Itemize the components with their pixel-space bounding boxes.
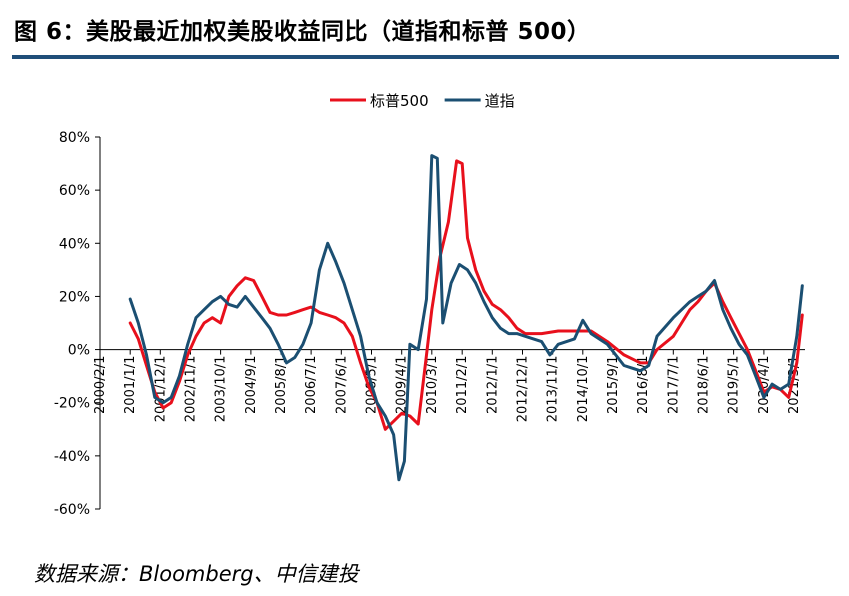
x-tick-label: 2019/5/1 (727, 356, 742, 414)
y-tick-label: 80% (59, 130, 90, 146)
x-tick-label: 2010/3/1 (425, 356, 440, 414)
source-note: 数据来源：Bloomberg、中信建投 (34, 562, 359, 586)
y-tick-label: 0% (68, 343, 90, 359)
x-tick-label: 2014/10/1 (576, 356, 591, 423)
x-tick-label: 2012/12/1 (515, 356, 530, 423)
y-tick-label: 20% (59, 289, 90, 305)
x-tick-label: 2015/9/1 (606, 356, 621, 414)
title-rule (12, 55, 839, 59)
legend-label-1: 道指 (485, 92, 515, 110)
x-tick-label: 2013/11/1 (546, 356, 561, 423)
x-tick-label: 2012/1/1 (485, 356, 500, 414)
x-tick-label: 2007/6/1 (334, 356, 349, 414)
x-tick-label: 2017/7/1 (666, 356, 681, 414)
page-title: 图 6：美股最近加权美股收益同比（道指和标普 500） (14, 19, 591, 45)
y-axis: -60% -40% -20% 0% 20% 40% 60% 80% (54, 130, 101, 518)
x-tick-label: 2000/2/1 (93, 356, 108, 414)
x-tick-label: 2003/10/1 (214, 356, 229, 423)
y-tick-label: -40% (54, 449, 90, 465)
x-tick-label: 2001/12/1 (153, 356, 168, 423)
x-tick-label: 2020/4/1 (757, 356, 772, 414)
series-line-0 (128, 159, 804, 431)
x-tick-label: 2006/7/1 (304, 356, 319, 414)
legend: 标普500 道指 (330, 92, 515, 110)
x-axis: 2000/2/1 2001/1/1 2001/12/1 2002/11/1 2003/1… (93, 349, 805, 423)
y-tick-label: -60% (54, 502, 90, 518)
x-tick-label: 2002/11/1 (184, 356, 199, 423)
x-tick-label: 2004/9/1 (244, 356, 259, 414)
legend-label-0: 标普500 (370, 92, 429, 110)
series-layer (128, 154, 804, 482)
x-tick-label: 2001/1/1 (123, 356, 138, 414)
y-tick-label: 60% (59, 183, 90, 199)
y-tick-label: 40% (59, 236, 90, 252)
y-tick-label: -20% (54, 396, 90, 412)
series-line-1 (128, 154, 804, 482)
x-tick-label: 2018/6/1 (697, 356, 712, 414)
x-tick-label: 2005/8/1 (274, 356, 289, 414)
x-tick-label: 2011/2/1 (455, 356, 470, 414)
